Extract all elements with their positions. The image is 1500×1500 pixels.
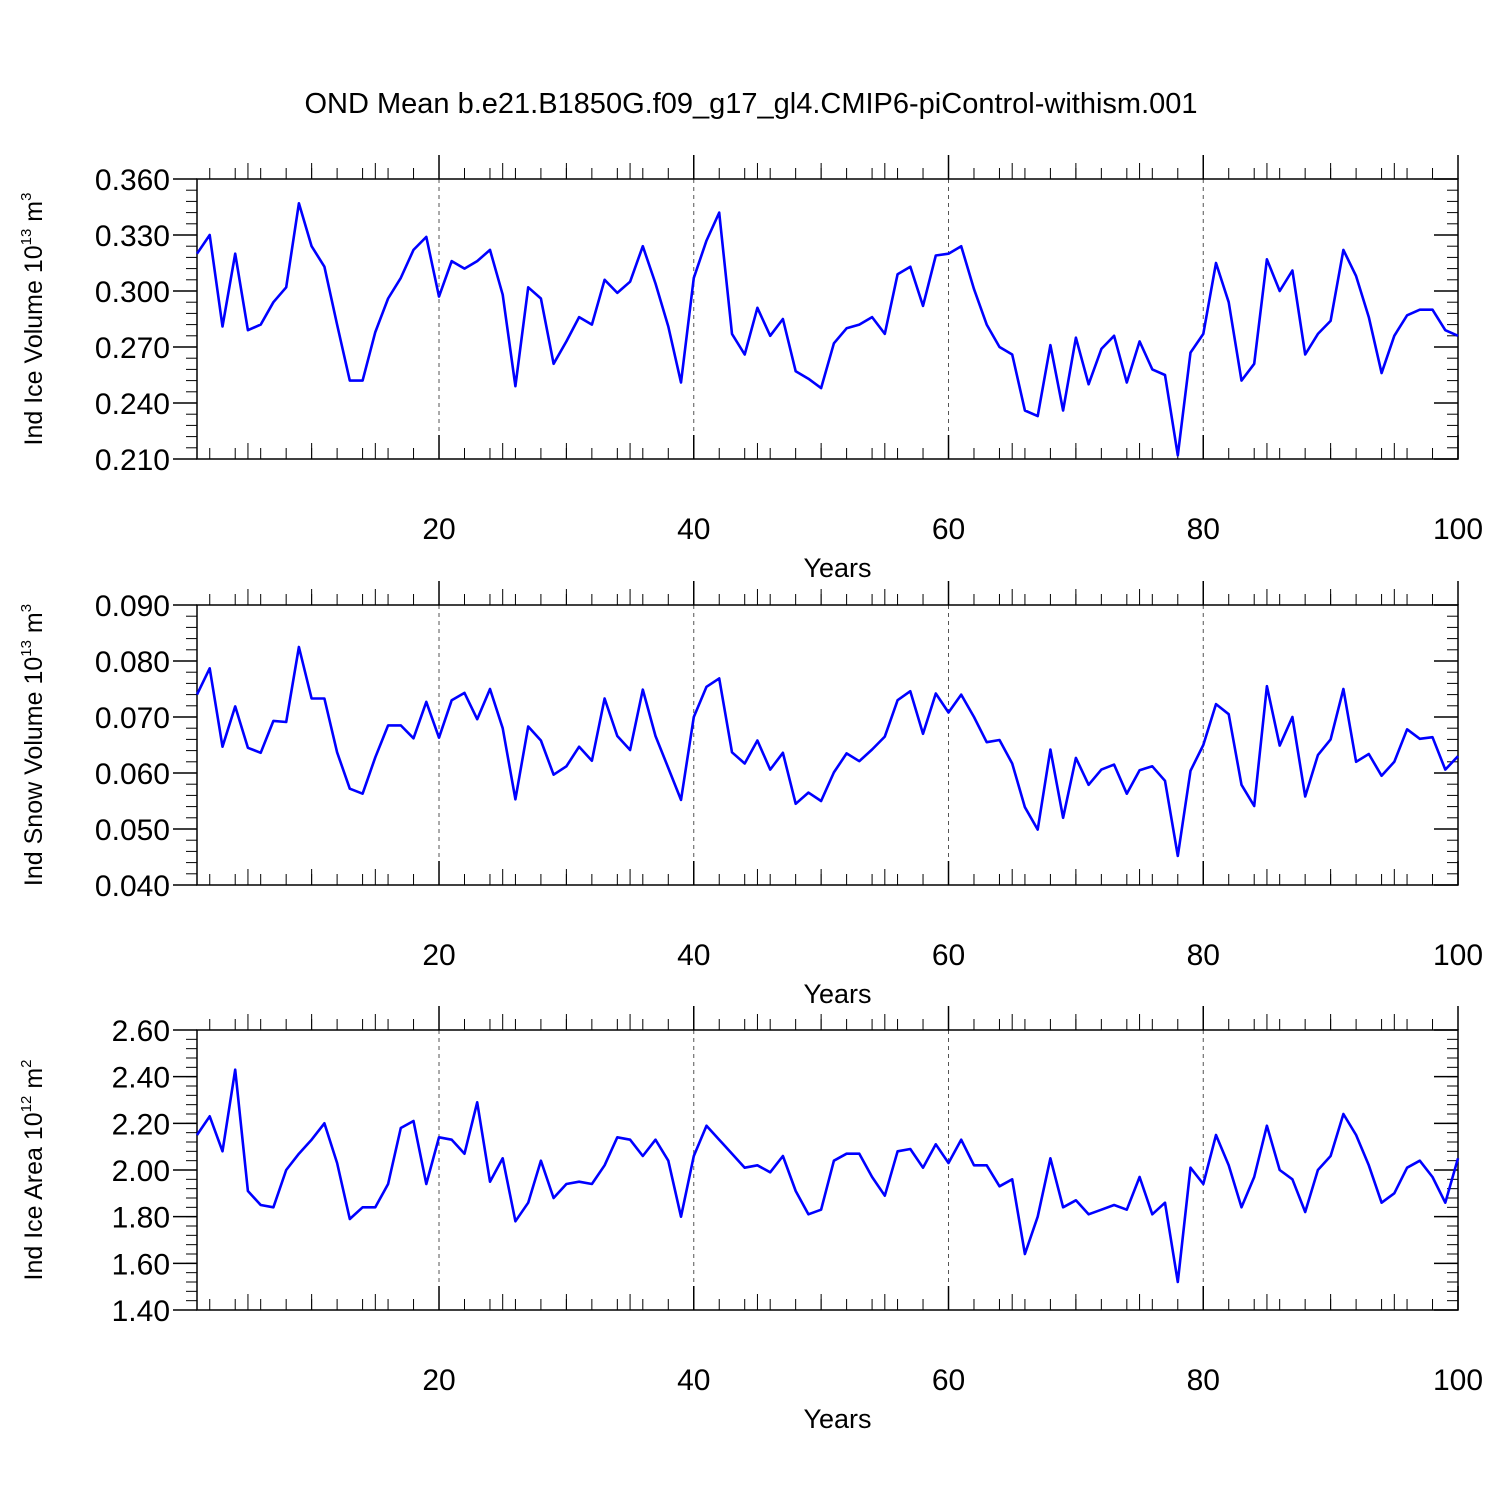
x-tick-label: 60: [932, 1364, 965, 1397]
x-tick-label: 40: [677, 513, 710, 546]
plot-frame: [196, 1029, 1459, 1311]
y-axis-label-unit: m: [20, 612, 48, 640]
y-tick-label: 1.80: [112, 1202, 170, 1235]
y-axis-label-text: Ind Ice Volume 10: [20, 245, 48, 445]
y-axis-label-unit-exponent: 2: [18, 1060, 35, 1068]
x-tick-label: 20: [422, 939, 455, 972]
x-axis-label: Years: [803, 1404, 871, 1434]
y-tick-label: 0.210: [95, 444, 170, 477]
x-axis-label: Years: [803, 553, 871, 583]
series-line: [195, 202, 1459, 457]
y-tick-label: 0.090: [95, 590, 170, 623]
y-tick-label: 0.270: [95, 332, 170, 365]
x-tick-label: 60: [932, 513, 965, 546]
series-line: [195, 1068, 1460, 1284]
y-axis-label: Ind Snow Volume 1013 m3: [18, 604, 48, 886]
plot-frame: [196, 178, 1459, 460]
y-tick-label: 1.60: [112, 1248, 170, 1281]
x-tick-label: 100: [1433, 939, 1483, 972]
panel-ice-volume: 0.210 0.240 0.270 0.300 0.330 0.360 20 40 60 80 10…: [18, 155, 1483, 583]
x-tick-label: 60: [932, 939, 965, 972]
x-axis-label: Years: [803, 979, 871, 1009]
series-line: [195, 645, 1459, 858]
x-tick-label: 100: [1433, 1364, 1483, 1397]
x-tick-label: 40: [677, 1364, 710, 1397]
y-tick-label: 0.360: [95, 164, 170, 197]
x-tick-label: 80: [1187, 1364, 1220, 1397]
y-tick-label: 0.300: [95, 276, 170, 309]
y-axis-label-text: Ind Ice Area 10: [20, 1112, 48, 1280]
y-tick-label: 2.40: [112, 1062, 170, 1095]
y-tick-label: 0.080: [95, 646, 170, 679]
y-tick-label: 0.240: [95, 388, 170, 421]
x-tick-label: 100: [1433, 513, 1483, 546]
y-tick-label: 2.60: [112, 1015, 170, 1048]
y-tick-label: 0.070: [95, 702, 170, 735]
y-axis-label-text: Ind Snow Volume 10: [20, 657, 48, 886]
panel-ice-area: 1.40 1.60 1.80 2.00 2.20 2.40 2.60 20 40 60 80 100 Y…: [18, 1006, 1483, 1434]
x-tick-label: 80: [1187, 939, 1220, 972]
y-tick-label: 2.20: [112, 1108, 170, 1141]
y-axis-label-unit: m: [20, 201, 48, 229]
y-axis-label-exponent: 13: [18, 229, 35, 246]
y-tick-label: 2.00: [112, 1155, 170, 1188]
y-axis-label: Ind Ice Area 1012 m2: [18, 1060, 48, 1281]
plot-frame: [196, 604, 1459, 886]
panel-snow-volume: 0.040 0.050 0.060 0.070 0.080 0.090 20 40 60 80 10…: [18, 581, 1483, 1009]
y-tick-label: 1.40: [112, 1295, 170, 1328]
y-axis-label-unit: m: [20, 1068, 48, 1096]
chart-title: OND Mean b.e21.B1850G.f09_g17_gl4.CMIP6-…: [304, 88, 1197, 120]
y-axis-label-exponent: 12: [18, 1096, 35, 1113]
y-tick-label: 0.050: [95, 814, 170, 847]
y-tick-label: 0.060: [95, 758, 170, 791]
y-axis-label: Ind Ice Volume 1013 m3: [18, 193, 48, 446]
y-axis-label-unit-exponent: 3: [18, 604, 35, 612]
x-tick-label: 20: [422, 1364, 455, 1397]
y-tick-label: 0.330: [95, 220, 170, 253]
x-tick-label: 20: [422, 513, 455, 546]
y-axis-label-unit-exponent: 3: [18, 193, 35, 201]
x-tick-label: 80: [1187, 513, 1220, 546]
y-tick-label: 0.040: [95, 870, 170, 903]
x-tick-label: 40: [677, 939, 710, 972]
y-axis-label-exponent: 13: [18, 640, 35, 657]
